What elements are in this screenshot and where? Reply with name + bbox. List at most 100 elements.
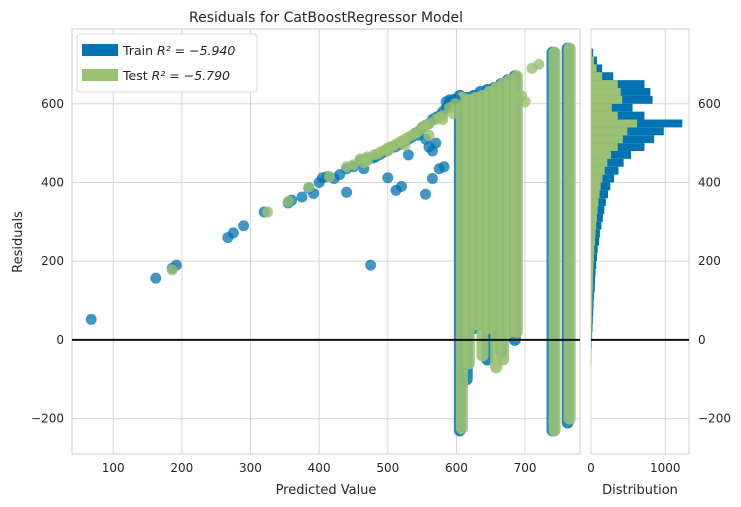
test-distribution-bar: [591, 261, 594, 270]
legend-test-swatch: [82, 69, 118, 81]
legend-train-swatch: [82, 44, 118, 56]
distribution-x-tick-labels: 0 1000: [587, 461, 680, 475]
test-residual-band: [548, 46, 561, 437]
test-distribution-bar: [591, 174, 603, 183]
test-distribution-bar: [591, 111, 618, 120]
test-distribution-bar: [591, 95, 623, 104]
distribution-x-tick-label: 1000: [650, 461, 681, 475]
test-residual-point: [361, 155, 373, 167]
test-distribution-bar: [591, 80, 618, 89]
train-residual-point: [402, 149, 414, 161]
test-residual-point: [262, 206, 274, 218]
test-distribution-bar: [591, 158, 608, 167]
legend-test-text: Test R² = −5.790: [122, 68, 230, 83]
y-tick-labels: −200 0 200 400 600: [31, 97, 64, 426]
x-tick-label: 500: [376, 461, 399, 475]
train-residual-point: [150, 272, 162, 284]
distribution-y-tick-label: 400: [698, 175, 721, 189]
distribution-y-tick-label: 200: [698, 254, 721, 268]
test-residual-point: [303, 181, 315, 193]
train-residual-point: [296, 191, 308, 203]
x-tick-label: 300: [239, 461, 262, 475]
y-tick-label: 600: [41, 97, 64, 111]
test-distribution-bar: [591, 198, 599, 207]
train-residual-point: [238, 220, 250, 232]
train-residual-point: [341, 186, 353, 198]
distribution-panel: 0 1000 −200 0 200 400 600 Distribution: [587, 28, 731, 498]
residuals-scatter-panel: 100 200 300 400 500 600 700 −200 0 200 400 600 Res…: [11, 10, 581, 498]
train-distribution-bar: [591, 158, 624, 167]
test-residual-point: [533, 58, 545, 70]
test-residual-point: [166, 264, 178, 276]
train-residual-point: [426, 173, 438, 185]
test-residual-point: [519, 96, 531, 108]
x-tick-label: 700: [514, 461, 537, 475]
test-distribution-bar: [591, 237, 596, 246]
test-distribution-bar: [591, 135, 623, 144]
test-residual-point: [447, 108, 459, 120]
y-tick-label: 0: [56, 333, 64, 347]
test-distribution-bar: [591, 206, 598, 214]
legend-train-text: Train R² = −5.940: [122, 43, 235, 58]
train-residual-point: [420, 188, 432, 200]
test-distribution-bar: [591, 245, 595, 254]
test-distribution-bar: [591, 300, 593, 309]
test-distribution-bar: [591, 308, 593, 317]
train-distribution-bar: [591, 245, 598, 254]
residual-point-bands: [453, 42, 576, 437]
distribution-y-tick-label: 0: [698, 333, 706, 347]
legend-train-label: Train: [122, 43, 153, 58]
train-residual-point: [438, 161, 450, 173]
test-residual-point: [449, 98, 461, 110]
test-distribution-bar: [591, 324, 592, 333]
test-distribution-bar: [591, 229, 596, 238]
test-distribution-bar: [591, 339, 592, 348]
test-distribution-bar: [591, 284, 593, 293]
test-distribution-bar: [591, 166, 605, 175]
test-residual-point: [399, 139, 411, 151]
x-tick-label: 100: [102, 461, 125, 475]
test-residual-point: [323, 171, 335, 183]
test-residual-point: [423, 129, 435, 141]
legend: Train R² = −5.940 Test R² = −5.790: [76, 33, 258, 93]
distribution-y-tick-label: 600: [698, 97, 721, 111]
x-tick-label: 200: [170, 461, 193, 475]
test-distribution-bar: [591, 72, 603, 81]
train-residual-point: [85, 313, 97, 325]
test-distribution-bar: [591, 316, 592, 325]
test-distribution-bar: [591, 56, 594, 65]
train-residual-point: [365, 259, 377, 271]
test-distribution-bar: [591, 127, 628, 136]
y-tick-label: 400: [41, 175, 64, 189]
legend-test-label: Test: [122, 68, 148, 83]
test-distribution-bar: [591, 182, 601, 191]
legend-test-r2: R² = −5.790: [152, 68, 230, 83]
test-distribution-bar: [591, 269, 594, 277]
test-distribution-bar: [591, 48, 593, 57]
legend-box: [76, 33, 258, 93]
test-distribution-bar: [591, 119, 638, 128]
x-axis-label: Predicted Value: [276, 483, 377, 498]
train-residual-point: [396, 180, 408, 192]
chart-title: Residuals for CatBoostRegressor Model: [189, 10, 463, 26]
distribution-x-tick-label: 0: [587, 461, 595, 475]
test-distribution-bar: [591, 143, 618, 151]
test-distribution-bar: [591, 253, 594, 262]
train-residual-point: [430, 137, 442, 149]
distribution-bars: [591, 48, 683, 364]
test-distribution-bar: [591, 213, 597, 222]
test-distribution-bar: [591, 103, 612, 112]
test-distribution-bar: [591, 190, 600, 199]
test-residual-band: [510, 70, 523, 339]
y-tick-label: −200: [31, 412, 64, 426]
train-distribution-bar: [591, 229, 600, 238]
distribution-y-tick-labels: −200 0 200 400 600: [698, 97, 731, 426]
test-distribution-bar: [591, 292, 593, 301]
residual-points: [85, 58, 545, 325]
test-residual-point: [437, 114, 449, 126]
y-axis-label: Residuals: [11, 211, 26, 273]
train-residual-point: [227, 227, 239, 239]
test-distribution-bar: [591, 221, 597, 230]
x-tick-label: 600: [445, 461, 468, 475]
